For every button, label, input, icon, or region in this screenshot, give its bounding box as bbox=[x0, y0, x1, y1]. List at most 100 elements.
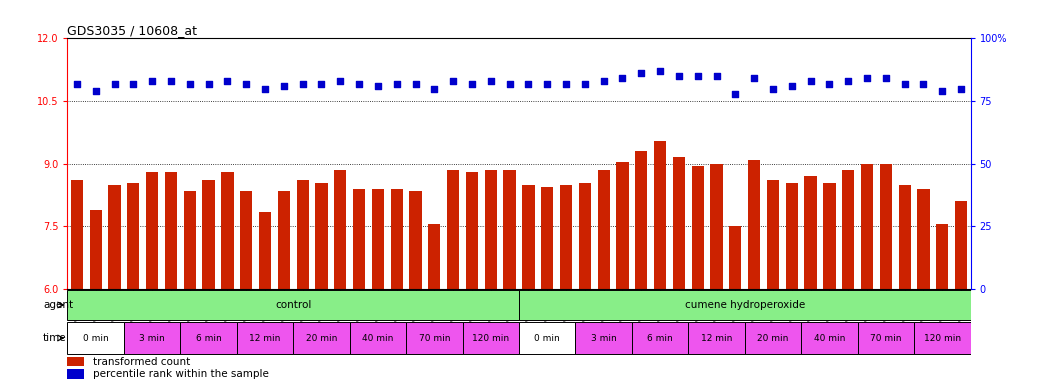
Point bbox=[464, 80, 481, 86]
Bar bbox=[519, 290, 971, 320]
Text: 6 min: 6 min bbox=[196, 334, 221, 343]
Bar bbox=[654, 141, 666, 289]
Point bbox=[200, 80, 217, 86]
Bar bbox=[918, 189, 930, 289]
Bar bbox=[67, 369, 84, 379]
Bar bbox=[181, 322, 237, 354]
Text: 3 min: 3 min bbox=[591, 334, 617, 343]
Point bbox=[746, 75, 763, 81]
Bar bbox=[184, 191, 196, 289]
Bar bbox=[165, 172, 177, 289]
Bar bbox=[823, 182, 836, 289]
Bar bbox=[617, 162, 629, 289]
Text: 0 min: 0 min bbox=[83, 334, 109, 343]
Point bbox=[388, 80, 405, 86]
Bar bbox=[861, 164, 873, 289]
Point bbox=[219, 78, 236, 84]
Bar bbox=[202, 180, 215, 289]
Point bbox=[877, 75, 894, 81]
Point bbox=[370, 83, 386, 89]
Bar bbox=[688, 322, 745, 354]
Point bbox=[557, 80, 574, 86]
Bar bbox=[240, 191, 252, 289]
Point bbox=[238, 80, 254, 86]
Point bbox=[69, 80, 85, 86]
Point bbox=[256, 86, 273, 92]
Point bbox=[313, 80, 330, 86]
Bar bbox=[786, 182, 798, 289]
Text: control: control bbox=[275, 300, 311, 310]
Point bbox=[633, 70, 650, 76]
Point bbox=[163, 78, 180, 84]
Bar bbox=[635, 151, 648, 289]
Bar bbox=[466, 172, 479, 289]
Point bbox=[407, 80, 424, 86]
Text: 12 min: 12 min bbox=[701, 334, 732, 343]
Bar bbox=[372, 189, 384, 289]
Text: agent: agent bbox=[43, 300, 73, 310]
Point bbox=[125, 80, 141, 86]
Bar bbox=[632, 322, 688, 354]
Bar bbox=[503, 170, 516, 289]
Bar bbox=[221, 172, 234, 289]
Point bbox=[784, 83, 800, 89]
Bar bbox=[767, 180, 780, 289]
Bar bbox=[936, 224, 949, 289]
Point bbox=[897, 80, 913, 86]
Point bbox=[295, 80, 311, 86]
Text: 40 min: 40 min bbox=[814, 334, 845, 343]
Point bbox=[539, 80, 555, 86]
Point bbox=[652, 68, 668, 74]
Bar bbox=[579, 182, 591, 289]
Bar bbox=[691, 166, 704, 289]
Point bbox=[765, 86, 782, 92]
Text: 0 min: 0 min bbox=[535, 334, 561, 343]
Bar bbox=[89, 210, 102, 289]
Bar bbox=[463, 322, 519, 354]
Point bbox=[802, 78, 819, 84]
Bar bbox=[748, 159, 760, 289]
Bar bbox=[575, 322, 632, 354]
Bar bbox=[914, 322, 971, 354]
Text: 120 min: 120 min bbox=[472, 334, 510, 343]
Point bbox=[953, 86, 969, 92]
Point bbox=[576, 80, 593, 86]
Text: 20 min: 20 min bbox=[306, 334, 337, 343]
Bar bbox=[559, 185, 572, 289]
Bar bbox=[519, 322, 575, 354]
Bar bbox=[598, 170, 609, 289]
Text: 120 min: 120 min bbox=[924, 334, 961, 343]
Bar bbox=[353, 189, 365, 289]
Bar bbox=[67, 357, 84, 366]
Text: 20 min: 20 min bbox=[758, 334, 789, 343]
Point bbox=[596, 78, 612, 84]
Point bbox=[934, 88, 951, 94]
Point bbox=[426, 86, 442, 92]
Bar bbox=[316, 182, 328, 289]
Point bbox=[708, 73, 725, 79]
Bar bbox=[67, 322, 124, 354]
Bar bbox=[730, 227, 741, 289]
Point bbox=[275, 83, 292, 89]
Point bbox=[106, 80, 122, 86]
Text: cumene hydroperoxide: cumene hydroperoxide bbox=[685, 300, 804, 310]
Point bbox=[727, 91, 743, 97]
Bar bbox=[71, 180, 83, 289]
Bar bbox=[429, 224, 440, 289]
Bar bbox=[541, 187, 553, 289]
Bar bbox=[334, 170, 347, 289]
Text: transformed count: transformed count bbox=[92, 357, 190, 367]
Bar bbox=[955, 201, 967, 289]
Bar bbox=[350, 322, 406, 354]
Text: 6 min: 6 min bbox=[648, 334, 673, 343]
Bar bbox=[390, 189, 403, 289]
Point bbox=[332, 78, 349, 84]
Point bbox=[87, 88, 104, 94]
Bar bbox=[804, 176, 817, 289]
Bar bbox=[801, 322, 857, 354]
Bar bbox=[409, 191, 421, 289]
Bar bbox=[857, 322, 914, 354]
Text: time: time bbox=[43, 333, 66, 343]
Point bbox=[689, 73, 706, 79]
Point bbox=[144, 78, 161, 84]
